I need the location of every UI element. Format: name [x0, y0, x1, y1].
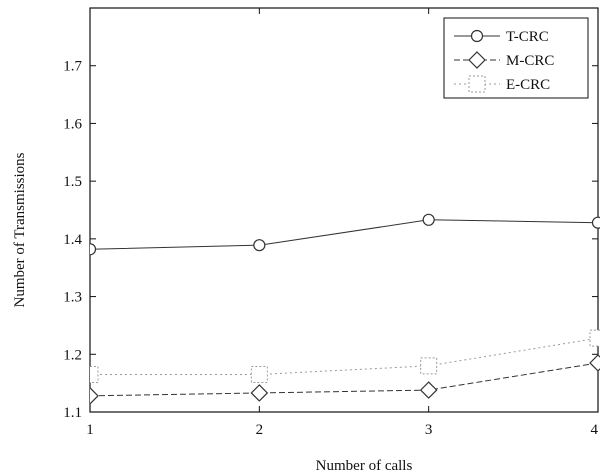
legend-label: T-CRC [506, 29, 549, 45]
x-tick-label: 3 [425, 422, 433, 438]
legend: T-CRC M-CRC E-CRC [443, 17, 589, 99]
series-layer [90, 213, 600, 405]
series-t-crc [90, 213, 600, 256]
square-marker [468, 75, 486, 93]
circle-marker [591, 216, 600, 229]
circle-marker [422, 213, 435, 226]
series-line [90, 219, 599, 250]
circle-marker [253, 239, 266, 252]
series-line [90, 337, 599, 375]
square-marker [250, 365, 268, 383]
diamond-marker [589, 354, 600, 372]
y-axis-title: Number of Transmissions [12, 152, 28, 307]
legend-label: E-CRC [506, 77, 550, 93]
y-tick-label: 1.2 [63, 347, 82, 363]
y-axis: 1.1 1.2 1.3 1.4 1.5 1.6 1.7 [63, 59, 598, 421]
diamond-marker [468, 51, 486, 69]
legend-item: T-CRC [454, 29, 549, 45]
y-tick-label: 1.3 [63, 290, 82, 306]
square-marker [420, 357, 438, 375]
series-line [90, 362, 599, 397]
x-tick-label: 2 [256, 422, 264, 438]
x-tick-label: 4 [591, 422, 599, 438]
y-tick-label: 1.7 [63, 59, 82, 75]
square-marker [90, 365, 99, 383]
plot-area [89, 7, 599, 413]
circle-marker [470, 29, 484, 43]
series-m-crc [90, 354, 600, 405]
y-tick-label: 1.1 [63, 405, 82, 421]
series-e-crc [90, 329, 600, 383]
y-tick-label: 1.4 [63, 232, 82, 248]
legend-box [443, 17, 589, 99]
legend-item: M-CRC [454, 51, 554, 69]
x-axis-title: Number of calls [316, 458, 413, 474]
legend-item: E-CRC [454, 75, 550, 93]
circle-marker [90, 243, 97, 256]
diamond-marker [90, 386, 99, 405]
diamond-marker [419, 381, 438, 399]
x-tick-label: 1 [86, 422, 94, 438]
legend-label: M-CRC [506, 53, 554, 69]
square-marker [589, 329, 600, 347]
diamond-marker [250, 384, 269, 402]
y-tick-label: 1.6 [63, 116, 82, 132]
x-axis: 1 2 3 4 [86, 8, 599, 438]
y-tick-label: 1.5 [63, 174, 82, 190]
